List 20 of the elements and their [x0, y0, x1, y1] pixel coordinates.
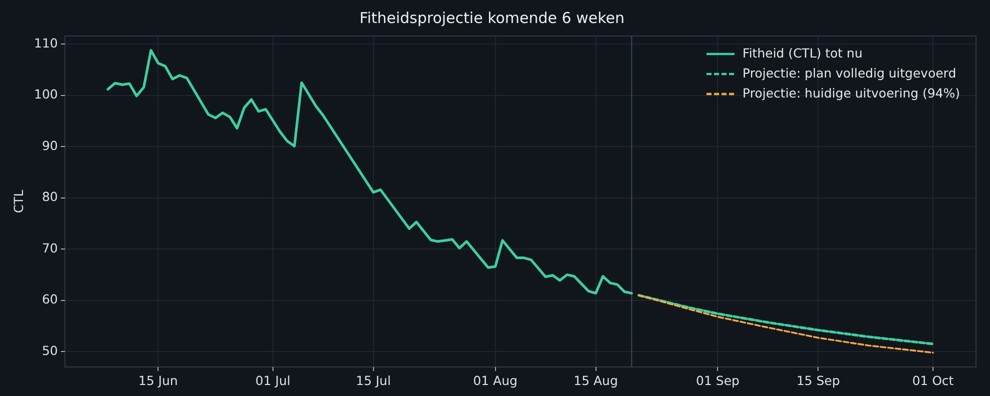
y-tick-label: 110 [34, 35, 58, 50]
y-tick-label: 50 [42, 342, 58, 358]
x-tick-label: 15 Jul [356, 372, 391, 388]
x-tick-label: 15 Jun [138, 372, 178, 388]
y-tick-label: 70 [42, 240, 58, 256]
x-tick-label: 01 Oct [912, 372, 954, 388]
y-tick-label: 100 [34, 86, 58, 102]
y-tick-label: 60 [42, 292, 58, 307]
x-tick-label: 01 Aug [473, 372, 518, 388]
legend-label: Fitheid (CTL) tot nu [742, 45, 863, 60]
x-tick-label: 01 Sep [696, 372, 740, 388]
y-axis-title: CTL [10, 190, 26, 214]
x-tick-label: 15 Aug [574, 372, 618, 388]
x-tick-label: 01 Jul [255, 372, 290, 388]
legend-label: Projectie: plan volledig uitgevoerd [742, 65, 956, 80]
legend-label: Projectie: huidige uitvoering (94%) [742, 85, 960, 100]
y-tick-label: 90 [42, 138, 58, 153]
y-tick-label: 80 [42, 189, 58, 204]
x-tick-label: 15 Sep [796, 372, 840, 388]
chart-title: Fitheidsprojectie komende 6 weken [360, 8, 624, 27]
